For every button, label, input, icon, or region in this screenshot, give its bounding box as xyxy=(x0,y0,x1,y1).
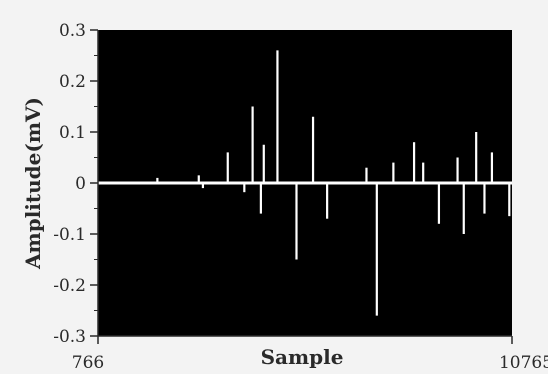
x-tick-label: 10765 xyxy=(499,353,548,373)
y-tick-label: 0.2 xyxy=(59,72,86,92)
signal-trace xyxy=(156,50,511,316)
y-tick-label: -0.2 xyxy=(53,276,86,296)
y-tick-label: 0 xyxy=(75,174,86,194)
y-tick-label: 0.1 xyxy=(59,123,86,143)
x-tick-label: 766 xyxy=(72,353,104,373)
y-axis-label: Amplitude(mV) xyxy=(21,97,45,270)
y-axis: 0.3 0.2 0.1 0 -0.1 -0.2 -0.3 xyxy=(53,21,99,347)
y-tick-label: 0.3 xyxy=(59,21,86,41)
y-tick-label: -0.1 xyxy=(53,225,86,245)
x-axis: 766 10765 xyxy=(72,335,548,373)
x-axis-label: Sample xyxy=(261,345,344,369)
y-tick-label: -0.3 xyxy=(53,327,86,347)
